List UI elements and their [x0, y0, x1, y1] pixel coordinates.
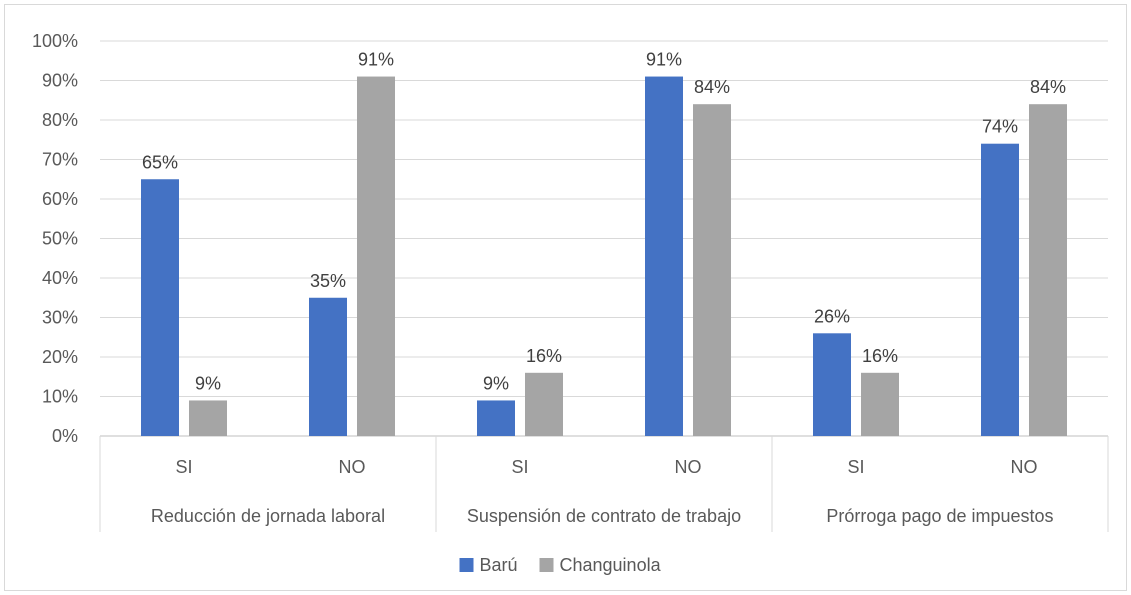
- y-tick-label: 70%: [42, 150, 78, 170]
- bar: [981, 143, 1019, 436]
- bar: [141, 179, 179, 436]
- bar: [189, 400, 227, 436]
- legend-swatch: [459, 558, 474, 572]
- chart-frame: [4, 4, 1127, 591]
- y-tick-label: 50%: [42, 229, 78, 249]
- x-category-label: SI: [175, 457, 192, 477]
- data-label: 35%: [310, 271, 346, 291]
- y-tick-label: 100%: [32, 31, 78, 51]
- y-tick-label: 10%: [42, 387, 78, 407]
- bar: [525, 372, 563, 436]
- data-label: 9%: [195, 373, 221, 393]
- data-label: 65%: [142, 152, 178, 172]
- data-label: 91%: [646, 50, 682, 70]
- bar: [309, 297, 347, 436]
- legend-label: Barú: [480, 555, 518, 575]
- data-label: 84%: [1030, 77, 1066, 97]
- y-tick-label: 80%: [42, 110, 78, 130]
- x-category-label: NO: [339, 457, 366, 477]
- y-tick-label: 20%: [42, 347, 78, 367]
- y-tick-label: 40%: [42, 268, 78, 288]
- bar: [477, 400, 515, 436]
- data-label: 9%: [483, 373, 509, 393]
- data-label: 16%: [862, 346, 898, 366]
- bar: [1029, 104, 1067, 436]
- x-category-label: NO: [1011, 457, 1038, 477]
- bar: [645, 76, 683, 437]
- y-tick-label: 30%: [42, 308, 78, 328]
- bar: [357, 76, 395, 437]
- y-tick-label: 60%: [42, 189, 78, 209]
- x-group-label: Reducción de jornada laboral: [151, 506, 385, 526]
- data-label: 91%: [358, 50, 394, 70]
- x-category-label: NO: [675, 457, 702, 477]
- y-tick-label: 0%: [52, 426, 78, 446]
- data-label: 84%: [694, 77, 730, 97]
- x-group-label: Suspensión de contrato de trabajo: [467, 506, 741, 526]
- y-tick-label: 90%: [42, 71, 78, 91]
- bar: [813, 333, 851, 436]
- x-category-label: SI: [511, 457, 528, 477]
- data-label: 16%: [526, 346, 562, 366]
- bar: [693, 104, 731, 436]
- legend-label: Changuinola: [560, 555, 662, 575]
- x-category-label: SI: [847, 457, 864, 477]
- x-group-label: Prórroga pago de impuestos: [826, 506, 1053, 526]
- data-label: 74%: [982, 117, 1018, 137]
- bar: [861, 372, 899, 436]
- data-label: 26%: [814, 306, 850, 326]
- legend-swatch: [539, 558, 554, 572]
